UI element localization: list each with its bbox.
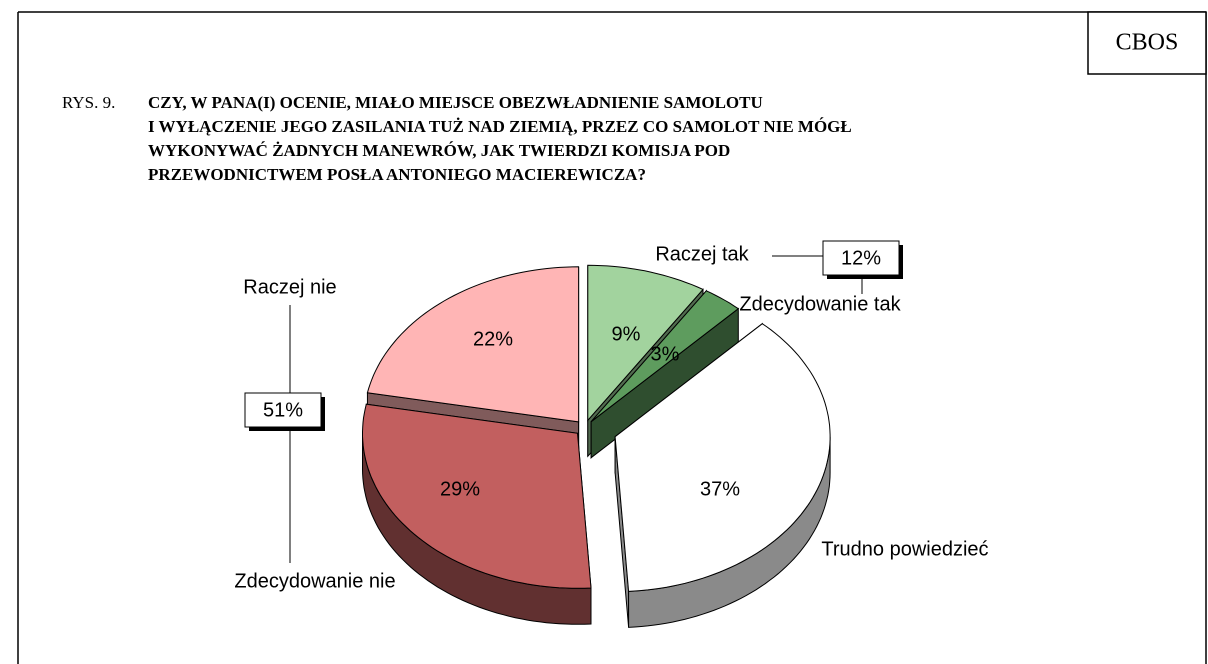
group-box	[822, 240, 900, 276]
brand: CBOS	[1116, 30, 1179, 56]
slice	[590, 290, 740, 423]
slice	[587, 264, 704, 422]
chart-title: PRZEWODNICTWEM POSŁA ANTONIEGO MACIEREWI…	[148, 165, 646, 184]
chart-title: I WYŁĄCZENIE JEGO ZASILANIA TUŻ NAD ZIEM…	[148, 117, 852, 136]
group-box	[244, 392, 322, 428]
data-label: 3%	[651, 343, 680, 365]
group-label: 12%	[841, 247, 881, 269]
chart-title: WYKONYWAĆ ŻADNYCH MANEWRÓW, JAK TWIERDZI…	[148, 141, 730, 160]
category-label: Zdecydowanie tak	[739, 293, 901, 315]
brand-box	[1087, 11, 1207, 75]
chart-title: CZY, W PANA(I) OCENIE, MIAŁO MIEJSCE OBE…	[148, 93, 763, 112]
data-label: 9%	[612, 323, 641, 345]
data-label: 37%	[700, 478, 740, 500]
category-label: Zdecydowanie nie	[234, 570, 395, 592]
figure-label: RYS. 9.	[62, 93, 115, 112]
category-label: Raczej nie	[243, 276, 336, 298]
slice	[366, 266, 580, 423]
data-label: 29%	[440, 478, 480, 500]
category-label: Raczej tak	[655, 243, 749, 265]
slice	[362, 403, 592, 589]
category-label: Trudno powiedzieć	[821, 538, 988, 560]
slice	[614, 323, 831, 592]
data-label: 22%	[473, 328, 513, 350]
group-label: 51%	[263, 399, 303, 421]
